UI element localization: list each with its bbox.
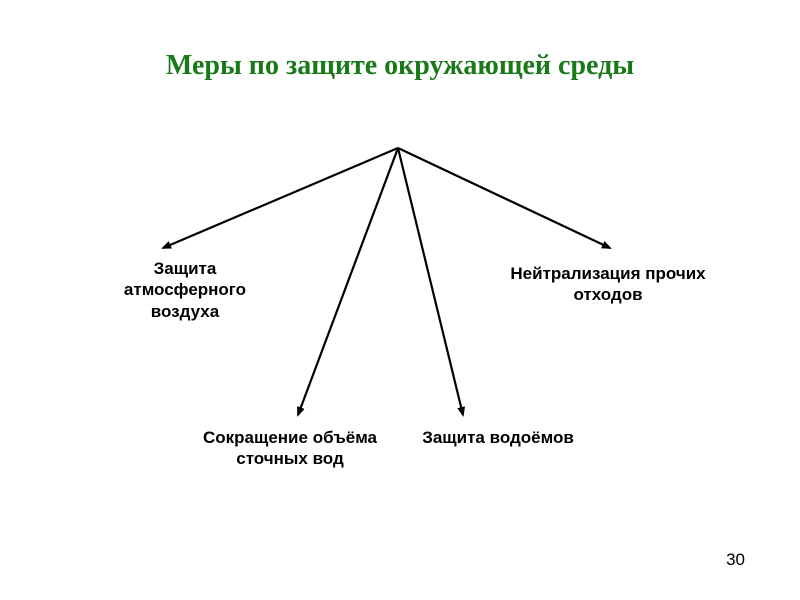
arrow-reservoirs	[398, 148, 463, 415]
arrow-other	[398, 148, 610, 248]
node-label-other: Нейтрализация прочихотходов	[488, 263, 728, 306]
node-label-reservoirs: Защита водоёмов	[408, 427, 588, 448]
arrow-wastewater	[298, 148, 398, 415]
node-label-air: Защитаатмосферноговоздуха	[110, 258, 260, 322]
node-label-wastewater: Сокращение объёмасточных вод	[185, 427, 395, 470]
arrow-air	[163, 148, 398, 248]
page-number: 30	[726, 550, 745, 570]
